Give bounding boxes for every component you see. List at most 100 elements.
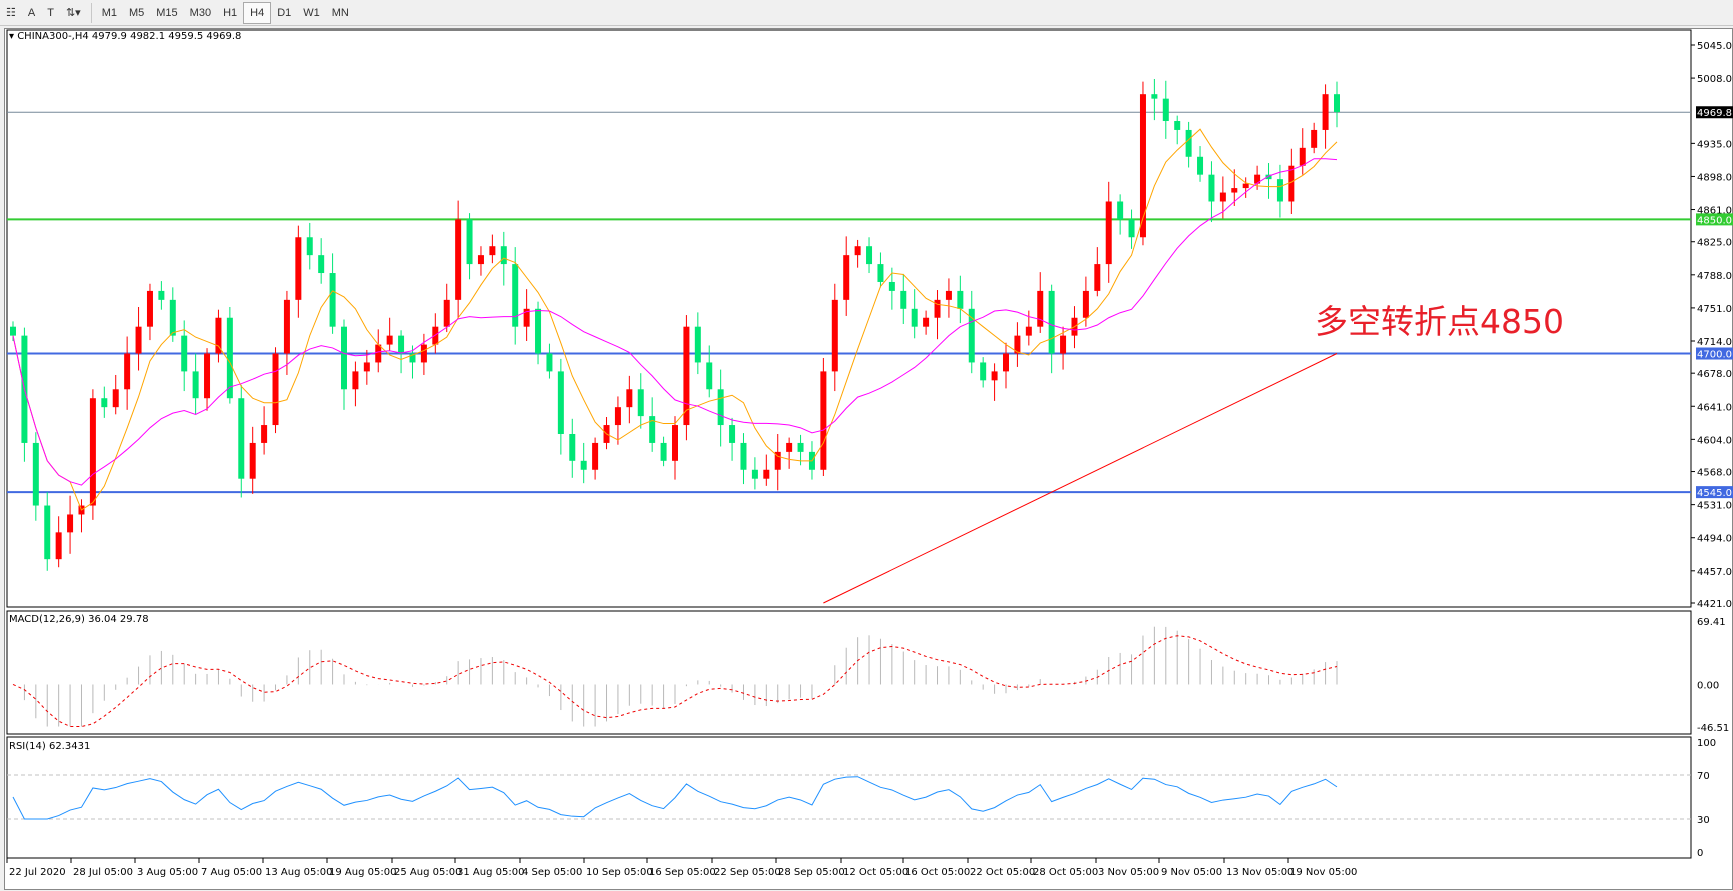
y-tick-label: 4604.0 xyxy=(1697,435,1732,446)
candle-bearish xyxy=(729,425,736,443)
candle-bullish xyxy=(1037,290,1044,327)
candle-bearish xyxy=(1048,290,1055,354)
candle-bearish xyxy=(717,389,724,426)
candle-bullish xyxy=(1082,290,1089,318)
text-label-tool-icon[interactable]: T xyxy=(47,6,54,19)
ma-slow-line xyxy=(823,353,1338,604)
candle-bearish xyxy=(968,308,975,363)
x-tick-label: 7 Aug 05:00 xyxy=(201,867,262,878)
candle-bearish xyxy=(341,326,347,390)
candle-bullish xyxy=(774,451,781,470)
timeframe-m30[interactable]: M30 xyxy=(189,6,212,19)
rsi-tick-label: 70 xyxy=(1697,771,1710,782)
candle-bearish xyxy=(888,281,895,291)
candle-bullish xyxy=(763,469,770,479)
candle-bullish xyxy=(249,442,256,479)
candle-bullish xyxy=(55,532,62,560)
annotation-text: 多空转折点4850 xyxy=(1315,302,1564,341)
timeframe-m5[interactable]: M5 xyxy=(128,6,145,19)
x-tick-label: 22 Oct 05:00 xyxy=(970,867,1035,878)
candle-bearish xyxy=(546,353,553,372)
x-tick-label: 25 Aug 05:00 xyxy=(394,867,461,878)
chart-title: ▾ CHINA300-,H4 4979.9 4982.1 4959.5 4969… xyxy=(9,31,242,42)
x-tick-label: 22 Jul 2020 xyxy=(9,867,66,878)
y-tick-label: 4457.0 xyxy=(1697,567,1732,578)
candle-bearish xyxy=(637,389,644,417)
timeframe-h1[interactable]: H1 xyxy=(223,6,238,19)
rsi-pane xyxy=(6,736,1692,859)
candle-bullish xyxy=(352,371,359,390)
candle-bearish xyxy=(535,308,542,354)
timeframe-m15[interactable]: M15 xyxy=(156,6,178,19)
x-tick-label: 19 Nov 05:00 xyxy=(1290,867,1357,878)
candle-bearish xyxy=(192,371,199,399)
y-tick-label: 4641.0 xyxy=(1697,402,1732,413)
candle-bearish xyxy=(660,442,667,461)
y-tick-label-bg xyxy=(1696,106,1733,119)
candle-bearish xyxy=(740,442,747,470)
x-tick-label: 9 Nov 05:00 xyxy=(1161,867,1222,878)
text-tool-icon[interactable]: A xyxy=(27,6,36,19)
y-tick-label-bg xyxy=(1696,486,1733,499)
candle-bullish xyxy=(1105,201,1112,265)
candle-bearish xyxy=(1265,174,1272,180)
candle-bullish xyxy=(1322,94,1329,130)
timeframe-h4[interactable]: H4 xyxy=(243,1,272,24)
candle-bullish xyxy=(683,326,690,426)
candle-bullish xyxy=(1299,147,1306,166)
chart-canvas[interactable]: 5045.0 5008.0 4969.8 4935.0 4898.0 4861.04850… xyxy=(5,29,1733,891)
candle-bearish xyxy=(957,290,964,309)
candle-bullish xyxy=(1014,335,1021,354)
timeframe-d1[interactable]: D1 xyxy=(277,6,292,19)
candle-bullish xyxy=(934,299,941,318)
candle-bearish xyxy=(181,335,188,372)
x-tick-label: 19 Aug 05:00 xyxy=(329,867,396,878)
x-tick-label: 3 Nov 05:00 xyxy=(1098,867,1159,878)
macd-tick-label: -46.51 xyxy=(1697,723,1729,734)
candle-bullish xyxy=(272,353,279,426)
candle-bullish xyxy=(146,290,153,327)
x-tick-label: 4 Sep 05:00 xyxy=(522,867,582,878)
candle-bearish xyxy=(32,442,39,506)
candle-bearish xyxy=(911,308,918,327)
candle-bearish xyxy=(101,398,108,408)
candle-bullish xyxy=(135,326,142,354)
candle-bearish xyxy=(557,371,564,434)
candle-bullish xyxy=(261,425,268,443)
rsi-tick-label: 0 xyxy=(1697,848,1703,859)
candle-bullish xyxy=(204,353,211,399)
rsi-label: RSI(14) 62.3431 xyxy=(9,741,91,752)
candle-bullish xyxy=(67,514,74,533)
arrows-tool-icon[interactable]: ⇅▾ xyxy=(65,7,81,19)
x-tick-label: 16 Oct 05:00 xyxy=(905,867,970,878)
candle-bearish xyxy=(1276,179,1283,202)
chart-window[interactable]: 5045.0 5008.0 4969.8 4935.0 4898.0 4861.0 4850… xyxy=(4,28,1733,890)
macd-signal-line xyxy=(12,635,1338,728)
candle-bearish xyxy=(751,469,758,479)
candle-bullish xyxy=(1311,129,1318,148)
timeframe-w1[interactable]: W1 xyxy=(303,6,320,19)
candle-bullish xyxy=(991,371,998,381)
candle-bearish xyxy=(980,362,987,381)
candle-bullish xyxy=(1139,94,1146,238)
candle-bearish xyxy=(1162,98,1169,122)
y-tick-label: 4751.0 xyxy=(1697,304,1732,315)
candle-bearish xyxy=(226,317,233,399)
candle-bearish xyxy=(1128,219,1135,238)
objects-list-icon[interactable]: ☷ xyxy=(6,7,16,19)
candle-bullish xyxy=(386,335,393,345)
candle-bearish xyxy=(1174,121,1181,130)
x-tick-label: 31 Aug 05:00 xyxy=(457,867,524,878)
candle-bullish xyxy=(112,389,119,408)
candle-bearish xyxy=(169,299,176,336)
candle-bearish xyxy=(1208,174,1215,202)
toolbar-separator xyxy=(90,2,92,23)
y-tick-label: 4700.0 xyxy=(1697,350,1732,361)
y-tick-label: 4825.0 xyxy=(1697,238,1732,249)
candle-bullish xyxy=(1025,326,1032,336)
y-tick-label: 5045.0 xyxy=(1697,41,1732,52)
timeframe-m1[interactable]: M1 xyxy=(101,6,117,19)
timeframe-mn[interactable]: MN xyxy=(331,6,349,19)
y-tick-label: 4714.0 xyxy=(1697,337,1732,348)
y-tick-label: 4861.0 xyxy=(1697,206,1732,217)
